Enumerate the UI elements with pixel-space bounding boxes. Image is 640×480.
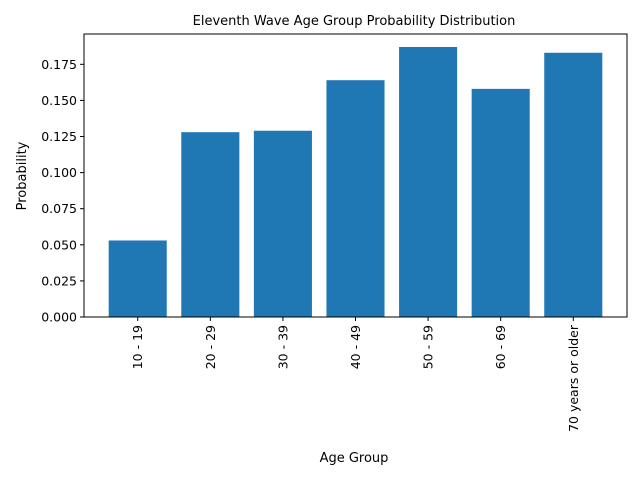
x-tick-label: 70 years or older [566,324,581,432]
bar-10-19 [108,240,167,317]
bar-60-69 [471,88,530,318]
y-tick-label: 0.125 [41,129,77,144]
bar-40-49 [326,80,385,317]
x-tick-label: 60 - 69 [493,325,508,369]
y-tick-label: 0.175 [41,57,77,72]
bar-30-39 [253,130,312,317]
bars-group [108,46,603,318]
y-tick-label: 0.100 [41,165,77,180]
y-tick-label: 0.025 [41,273,77,288]
y-tick-label: 0.050 [41,237,77,252]
x-tick-label: 20 - 29 [203,325,218,369]
x-tick-label: 50 - 59 [421,325,436,369]
bar-20-29 [181,132,240,317]
bar-50-59 [399,46,458,318]
y-tick-label: 0.000 [41,310,77,325]
x-tick-label: 40 - 49 [348,325,363,369]
y-axis-label: Probability [15,141,30,210]
y-tick-label: 0.075 [41,201,77,216]
x-axis-ticks: 10 - 19 20 - 29 30 - 39 40 - 49 50 - 59 60 - … [130,317,581,432]
x-axis-label: Age Group [320,451,389,466]
y-tick-label: 0.150 [41,93,77,108]
plot-frame [83,33,628,318]
bar-70-years-or-older [544,52,603,318]
x-tick-label: 10 - 19 [130,325,145,369]
x-tick-label: 30 - 39 [275,325,290,369]
y-axis-ticks: 0.000 0.025 0.050 0.075 0.100 0.125 0.150 0.175 [41,57,84,325]
chart-title: Eleventh Wave Age Group Probability Dist… [193,14,516,29]
